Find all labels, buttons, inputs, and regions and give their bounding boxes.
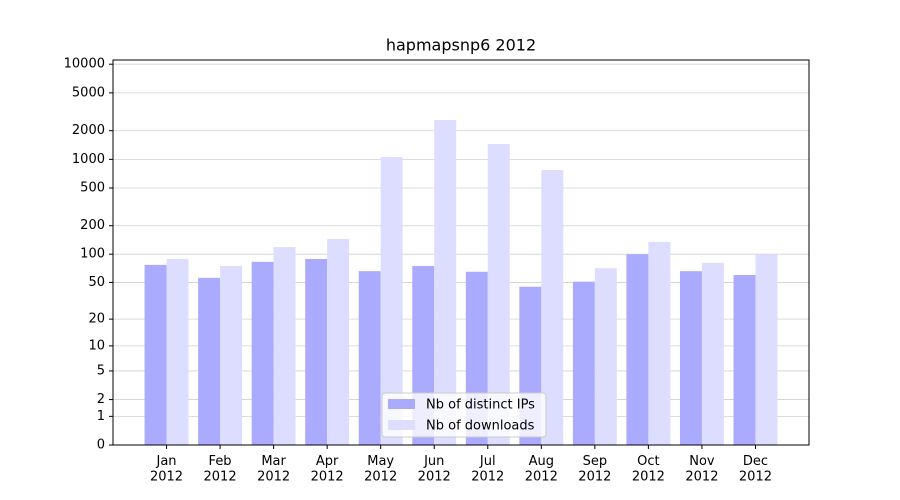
x-tick-label: Nov 2012 <box>685 454 718 485</box>
x-tick-label: Sep 2012 <box>578 454 611 485</box>
y-tick-label: 5000 <box>72 85 105 100</box>
bar <box>679 271 702 445</box>
bar <box>594 268 617 445</box>
bar <box>541 169 564 445</box>
legend-swatch <box>388 420 415 430</box>
y-tick-label: 1000 <box>72 152 105 167</box>
x-tick-label: Feb 2012 <box>204 454 237 485</box>
bar <box>648 241 671 445</box>
bar <box>701 262 724 445</box>
legend-label: Nb of distinct IPs <box>426 398 535 413</box>
y-tick-label: 50 <box>88 275 105 290</box>
x-tick-label: Jun 2012 <box>418 454 451 485</box>
x-tick-label: Mar 2012 <box>257 454 290 485</box>
y-tick-label: 10 <box>88 338 105 353</box>
legend-label: Nb of downloads <box>426 419 535 434</box>
x-tick-label: Jan 2012 <box>150 454 183 485</box>
x-tick-label: Jul 2012 <box>471 454 504 485</box>
y-tick-label: 10000 <box>64 57 105 72</box>
bar <box>358 271 381 445</box>
x-tick-label: May 2012 <box>364 454 397 485</box>
bar <box>198 277 221 445</box>
bar <box>327 238 350 445</box>
bar <box>144 264 167 445</box>
y-tick-label: 20 <box>88 312 105 327</box>
x-tick-label: Dec 2012 <box>739 454 772 485</box>
bar <box>733 275 756 445</box>
y-tick-label: 2 <box>97 392 105 407</box>
bar <box>273 247 296 445</box>
legend-swatch <box>388 399 415 409</box>
bar <box>380 157 403 445</box>
y-tick-label: 1 <box>97 409 105 424</box>
plot-frame <box>112 59 810 446</box>
y-tick-label: 500 <box>80 180 105 195</box>
y-tick-label: 5 <box>97 363 105 378</box>
x-tick-label: Oct 2012 <box>632 454 665 485</box>
x-tick-label: Aug 2012 <box>525 454 558 485</box>
y-tick-label: 100 <box>80 247 105 262</box>
legend-box <box>381 392 547 438</box>
bar <box>572 281 595 445</box>
bar <box>251 261 274 445</box>
bar <box>626 254 649 445</box>
chart-title: hapmapsnp6 2012 <box>386 36 536 55</box>
y-tick-label: 2000 <box>72 123 105 138</box>
y-tick-label: 200 <box>80 218 105 233</box>
bar <box>434 120 457 446</box>
bar <box>166 258 189 445</box>
bar <box>487 144 510 446</box>
bar <box>220 265 243 445</box>
y-tick-label: 0 <box>97 438 105 453</box>
bar <box>755 254 778 445</box>
x-tick-label: Apr 2012 <box>311 454 344 485</box>
bar <box>305 258 328 445</box>
